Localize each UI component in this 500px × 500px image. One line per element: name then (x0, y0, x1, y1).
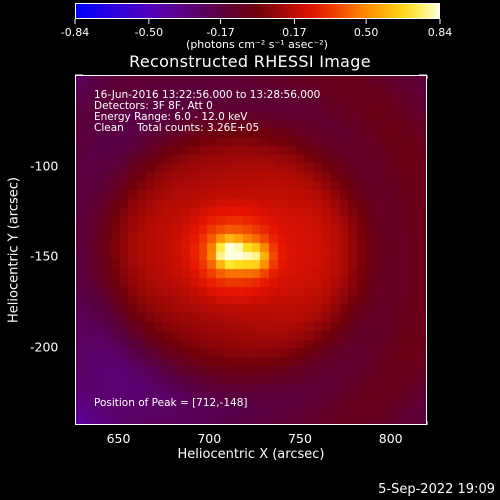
x-tick-label: 700 (197, 431, 222, 446)
heatmap-image (76, 76, 426, 424)
y-axis-label: Heliocentric Y (arcsec) (6, 177, 22, 323)
colorbar-tick-label: 0.17 (282, 26, 307, 39)
annotation-detectors: Detectors: 3F 8F, Att 0 (94, 100, 213, 112)
y-tick-label: -100 (30, 158, 59, 174)
colorbar-tick-label: -0.50 (134, 26, 164, 39)
plot-title: Reconstructed RHESSI Image (129, 52, 371, 71)
colorbar-tick-label: 0.84 (427, 26, 453, 39)
colorbar-units: (photons cm⁻² s⁻¹ asec⁻²) (186, 38, 328, 51)
annotation-clean-counts: Clean Total counts: 3.26E+05 (94, 122, 260, 134)
annotation-energy-range: Energy Range: 6.0 - 12.0 keV (94, 111, 248, 123)
x-tick-label: 800 (378, 431, 403, 446)
x-axis-label: Heliocentric X (arcsec) (177, 447, 325, 462)
colorbar-tick-label: 0.50 (353, 26, 379, 39)
peak-position-label: Position of Peak = [712,-148] (94, 397, 248, 409)
x-tick-label: 650 (106, 431, 131, 446)
colorbar-tick-label: -0.84 (60, 26, 90, 39)
colorbar (75, 3, 440, 19)
y-tick-label: -150 (30, 248, 59, 264)
annotation-time-range: 16-Jun-2016 13:22:56.000 to 13:28:56.000 (94, 89, 321, 101)
x-tick-label: 750 (288, 431, 312, 446)
image-plot: 16-Jun-2016 13:22:56.000 to 13:28:56.000… (75, 75, 427, 425)
y-tick-label: -200 (30, 339, 59, 355)
timestamp: 5-Sep-2022 19:09 (378, 482, 495, 497)
colorbar-tick-label: -0.17 (206, 26, 235, 39)
